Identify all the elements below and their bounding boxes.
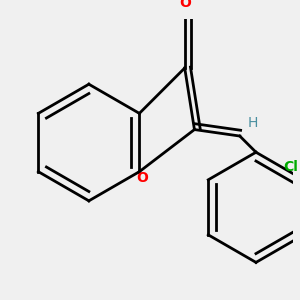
Text: H: H [248,116,258,130]
Text: O: O [137,171,148,185]
Text: O: O [179,0,191,10]
Text: Cl: Cl [283,160,298,174]
